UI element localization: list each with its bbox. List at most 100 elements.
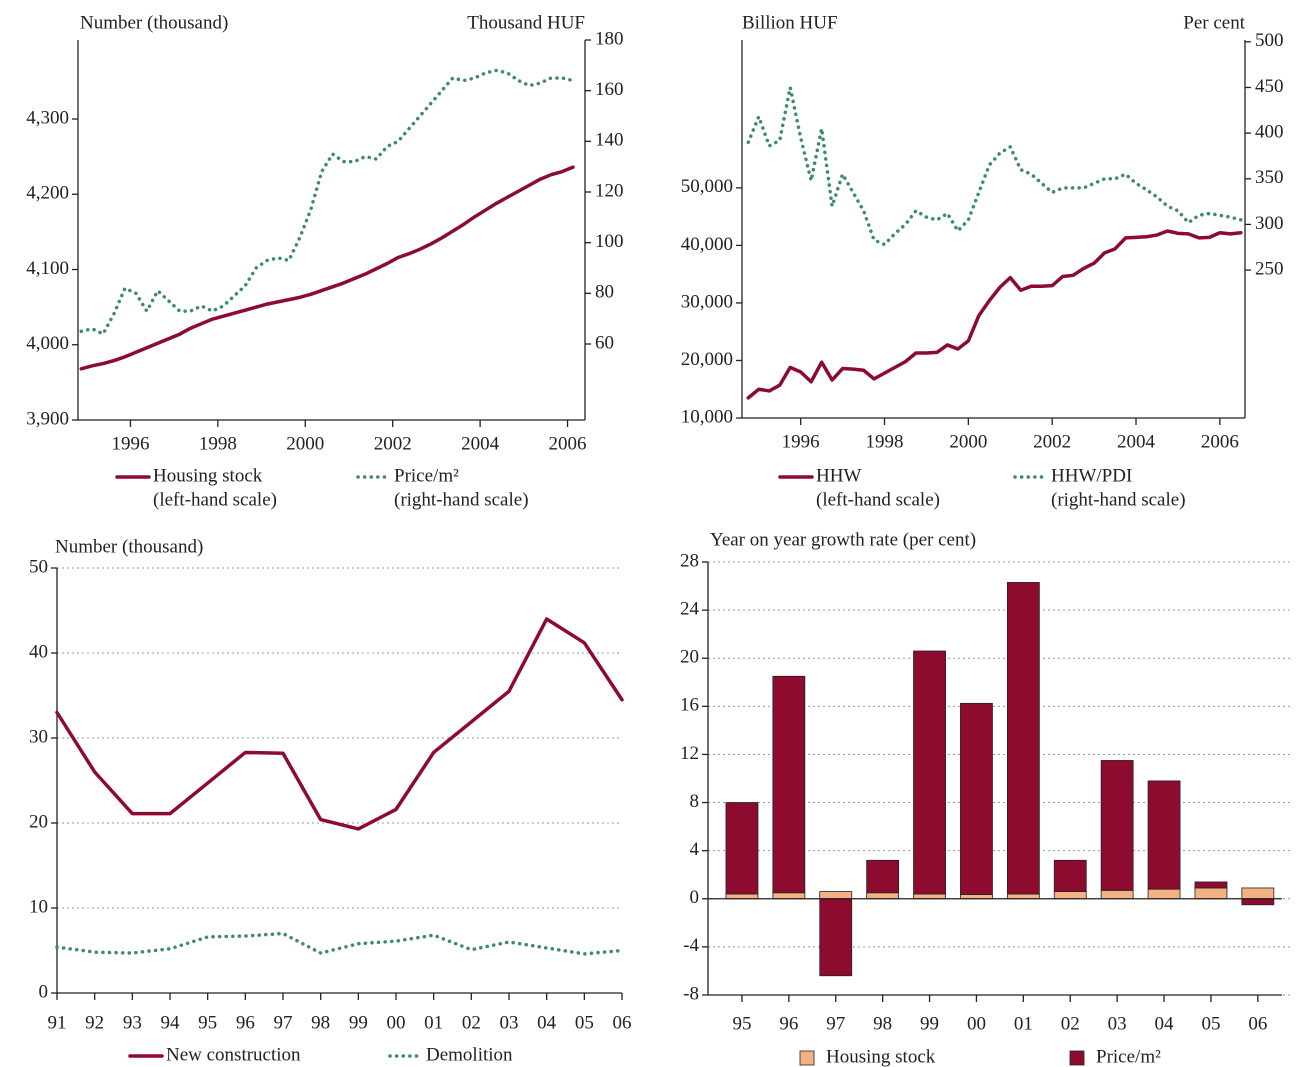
y-axis-label: Year on year growth rate (per cent) — [710, 529, 976, 550]
y2-tick-label: 400 — [1255, 121, 1284, 142]
y2-tick-label: 120 — [595, 180, 624, 201]
legend-label: New construction — [166, 1044, 301, 1065]
y-tick-label: 4,000 — [26, 333, 69, 354]
x-tick-label: 91 — [48, 1012, 67, 1033]
y-tick-label: 4,200 — [26, 183, 69, 204]
bar-segment — [1194, 881, 1228, 889]
y-tick-label: 12 — [680, 743, 699, 764]
y-tick-label: 50 — [29, 556, 48, 577]
y-tick-label: 8 — [690, 791, 700, 812]
x-tick-label: 94 — [161, 1012, 181, 1033]
x-tick-label: 05 — [575, 1012, 594, 1033]
x-tick-label: 04 — [537, 1012, 557, 1033]
x-tick-label: 02 — [462, 1012, 481, 1033]
series-line — [79, 165, 575, 371]
x-tick-label: 1998 — [199, 433, 237, 454]
bar-segment — [725, 893, 759, 900]
x-tick-label: 00 — [387, 1012, 406, 1033]
x-tick-label: 04 — [1155, 1013, 1175, 1034]
y2-tick-label: 300 — [1255, 213, 1284, 234]
y2-tick-label: 60 — [595, 332, 614, 353]
x-tick-label: 03 — [500, 1012, 519, 1033]
legend-swatch — [799, 1050, 815, 1066]
x-tick-label: 2006 — [549, 433, 587, 454]
bar-segment — [725, 802, 759, 895]
x-tick-label: 2006 — [1201, 431, 1239, 452]
legend-label: Housing stock — [153, 465, 263, 486]
series-line — [746, 85, 1243, 247]
x-tick-label: 06 — [613, 1012, 632, 1033]
x-tick-label: 98 — [311, 1012, 330, 1033]
legend-label: Price/m² — [1096, 1046, 1161, 1067]
x-tick-label: 96 — [236, 1012, 255, 1033]
y-axis-label: Billion HUF — [742, 12, 838, 33]
bar-segment — [866, 859, 900, 894]
y2-tick-label: 100 — [595, 231, 624, 252]
legend-swatch — [1069, 1050, 1085, 1066]
y-axis-label: Number (thousand) — [80, 12, 228, 33]
bar-segment — [960, 702, 993, 895]
y-tick-label: 24 — [680, 598, 700, 619]
x-tick-label: 00 — [967, 1013, 986, 1034]
x-tick-label: 01 — [1014, 1013, 1033, 1034]
legend-scale-label: (right-hand scale) — [394, 489, 529, 510]
x-tick-label: 01 — [424, 1012, 443, 1033]
y2-axis-label: Per cent — [1183, 12, 1245, 33]
bar-segment — [1147, 888, 1181, 900]
bar-segment — [1100, 760, 1134, 891]
y-tick-label: 4,100 — [26, 258, 69, 279]
y-tick-label: -8 — [683, 983, 699, 1004]
y-tick-label: 50,000 — [681, 176, 733, 197]
x-tick-label: 98 — [873, 1013, 892, 1034]
x-tick-label: 96 — [779, 1013, 798, 1034]
bar-segment — [1053, 891, 1087, 900]
y2-tick-label: 500 — [1255, 30, 1284, 51]
y2-axis-label: Thousand HUF — [467, 12, 585, 33]
bar-segment — [819, 898, 853, 977]
bar-segment — [819, 891, 853, 900]
x-tick-label: 06 — [1248, 1013, 1267, 1034]
y2-tick-label: 450 — [1255, 76, 1284, 97]
x-tick-label: 03 — [1108, 1013, 1127, 1034]
x-tick-label: 2004 — [461, 433, 500, 454]
x-tick-label: 2004 — [1117, 431, 1156, 452]
bar-segment — [1006, 582, 1040, 895]
legend-scale-label: (left-hand scale) — [816, 489, 940, 510]
y-tick-label: 30,000 — [681, 291, 733, 312]
bar-segment — [1100, 889, 1134, 900]
series-line — [79, 68, 575, 336]
y-tick-label: 20 — [29, 811, 48, 832]
y-tick-label: 0 — [690, 887, 700, 908]
y-tick-label: 20 — [680, 647, 699, 668]
x-tick-label: 95 — [198, 1012, 217, 1033]
x-tick-label: 2000 — [286, 433, 324, 454]
bar-segment — [772, 892, 806, 900]
series-line — [746, 229, 1243, 400]
y2-tick-label: 160 — [595, 79, 624, 100]
legend-label: Housing stock — [826, 1046, 936, 1067]
y-tick-label: 40 — [29, 641, 48, 662]
x-tick-label: 99 — [349, 1012, 368, 1033]
x-tick-label: 02 — [1061, 1013, 1080, 1034]
y2-tick-label: 180 — [595, 28, 624, 49]
x-tick-label: 99 — [920, 1013, 939, 1034]
y2-tick-label: 140 — [595, 130, 624, 151]
x-tick-label: 2000 — [949, 431, 987, 452]
series-line — [55, 617, 624, 831]
legend-scale-label: (left-hand scale) — [153, 489, 277, 510]
y-tick-label: 4,300 — [26, 107, 69, 128]
legend-scale-label: (right-hand scale) — [1051, 489, 1186, 510]
y2-tick-label: 250 — [1255, 258, 1284, 279]
y-tick-label: 40,000 — [681, 234, 733, 255]
x-tick-label: 95 — [732, 1013, 751, 1034]
x-tick-label: 92 — [85, 1012, 104, 1033]
bar-segment — [1147, 780, 1181, 890]
bar-segment — [866, 892, 900, 900]
y2-tick-label: 350 — [1255, 167, 1284, 188]
x-tick-label: 93 — [123, 1012, 142, 1033]
x-tick-label: 2002 — [1033, 431, 1071, 452]
x-tick-label: 1996 — [111, 433, 149, 454]
bar-segment — [913, 893, 946, 900]
